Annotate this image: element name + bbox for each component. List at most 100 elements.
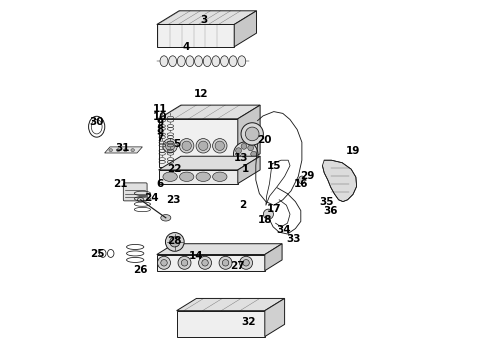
Text: 7: 7: [157, 132, 164, 143]
Ellipse shape: [161, 215, 171, 221]
Ellipse shape: [263, 209, 273, 219]
Ellipse shape: [212, 56, 220, 67]
Text: 34: 34: [276, 225, 291, 235]
Circle shape: [241, 159, 247, 165]
Circle shape: [248, 145, 253, 151]
Polygon shape: [157, 244, 282, 255]
Ellipse shape: [240, 256, 252, 269]
Ellipse shape: [166, 141, 175, 150]
Ellipse shape: [117, 149, 120, 152]
Ellipse shape: [181, 260, 188, 266]
Ellipse shape: [179, 172, 194, 181]
Polygon shape: [238, 105, 260, 167]
Polygon shape: [265, 298, 285, 337]
Ellipse shape: [198, 256, 212, 269]
Polygon shape: [159, 119, 238, 167]
Polygon shape: [176, 298, 285, 311]
Polygon shape: [157, 255, 265, 271]
Text: 12: 12: [194, 89, 208, 99]
Ellipse shape: [198, 141, 208, 150]
Circle shape: [236, 148, 242, 153]
Text: 22: 22: [168, 164, 182, 174]
Ellipse shape: [238, 56, 245, 67]
Text: 36: 36: [323, 206, 338, 216]
Ellipse shape: [219, 256, 232, 269]
Ellipse shape: [186, 56, 194, 67]
Text: 8: 8: [157, 125, 164, 135]
Polygon shape: [157, 11, 257, 24]
Ellipse shape: [196, 172, 210, 181]
Ellipse shape: [166, 233, 184, 251]
Ellipse shape: [241, 123, 263, 145]
Text: 27: 27: [230, 261, 245, 271]
Circle shape: [251, 151, 257, 157]
Ellipse shape: [202, 260, 208, 266]
Polygon shape: [265, 244, 282, 271]
Text: 9: 9: [157, 118, 164, 129]
Ellipse shape: [163, 139, 177, 153]
Ellipse shape: [160, 56, 168, 67]
Ellipse shape: [123, 149, 127, 152]
Text: 20: 20: [258, 135, 272, 145]
Text: 14: 14: [189, 251, 204, 261]
Text: 21: 21: [114, 179, 128, 189]
Text: 28: 28: [168, 236, 182, 246]
Text: 31: 31: [115, 143, 130, 153]
Polygon shape: [159, 105, 260, 119]
Ellipse shape: [109, 149, 113, 152]
Circle shape: [241, 144, 247, 149]
Polygon shape: [159, 156, 260, 170]
Ellipse shape: [220, 56, 228, 67]
Circle shape: [248, 157, 253, 163]
Text: 30: 30: [90, 117, 104, 127]
Polygon shape: [176, 311, 265, 337]
Text: 13: 13: [234, 153, 248, 163]
Text: 17: 17: [267, 204, 281, 214]
Polygon shape: [157, 24, 234, 47]
Ellipse shape: [243, 260, 249, 266]
Circle shape: [236, 155, 242, 161]
Text: 15: 15: [267, 161, 281, 171]
Polygon shape: [159, 170, 238, 184]
Polygon shape: [234, 11, 257, 47]
Text: 1: 1: [242, 164, 248, 174]
Ellipse shape: [233, 142, 258, 166]
Ellipse shape: [215, 141, 224, 150]
Ellipse shape: [179, 139, 194, 153]
Text: 23: 23: [166, 195, 180, 205]
Text: 25: 25: [90, 249, 105, 259]
Text: 18: 18: [258, 215, 272, 225]
Ellipse shape: [229, 56, 237, 67]
Text: 24: 24: [144, 193, 159, 203]
Ellipse shape: [298, 176, 305, 184]
Ellipse shape: [245, 127, 259, 141]
Text: 4: 4: [183, 42, 191, 52]
Text: 6: 6: [157, 179, 164, 189]
Ellipse shape: [169, 56, 176, 67]
Text: 2: 2: [240, 200, 247, 210]
Text: 5: 5: [173, 139, 180, 149]
Ellipse shape: [163, 172, 177, 181]
Ellipse shape: [170, 237, 180, 247]
Polygon shape: [238, 156, 260, 184]
Text: 26: 26: [133, 265, 148, 275]
Text: 33: 33: [286, 234, 301, 244]
Ellipse shape: [213, 139, 227, 153]
Text: 10: 10: [153, 112, 168, 122]
Ellipse shape: [161, 260, 167, 266]
Ellipse shape: [157, 256, 171, 269]
Ellipse shape: [222, 260, 229, 266]
Ellipse shape: [178, 256, 191, 269]
Ellipse shape: [213, 172, 227, 181]
Polygon shape: [322, 160, 357, 202]
Text: 19: 19: [346, 146, 360, 156]
Text: 29: 29: [300, 171, 314, 181]
Polygon shape: [104, 147, 143, 153]
Ellipse shape: [137, 198, 144, 202]
Text: 3: 3: [200, 15, 207, 25]
FancyBboxPatch shape: [123, 183, 147, 201]
Ellipse shape: [131, 149, 134, 152]
Ellipse shape: [182, 141, 192, 150]
Ellipse shape: [177, 56, 185, 67]
Text: 35: 35: [319, 197, 334, 207]
